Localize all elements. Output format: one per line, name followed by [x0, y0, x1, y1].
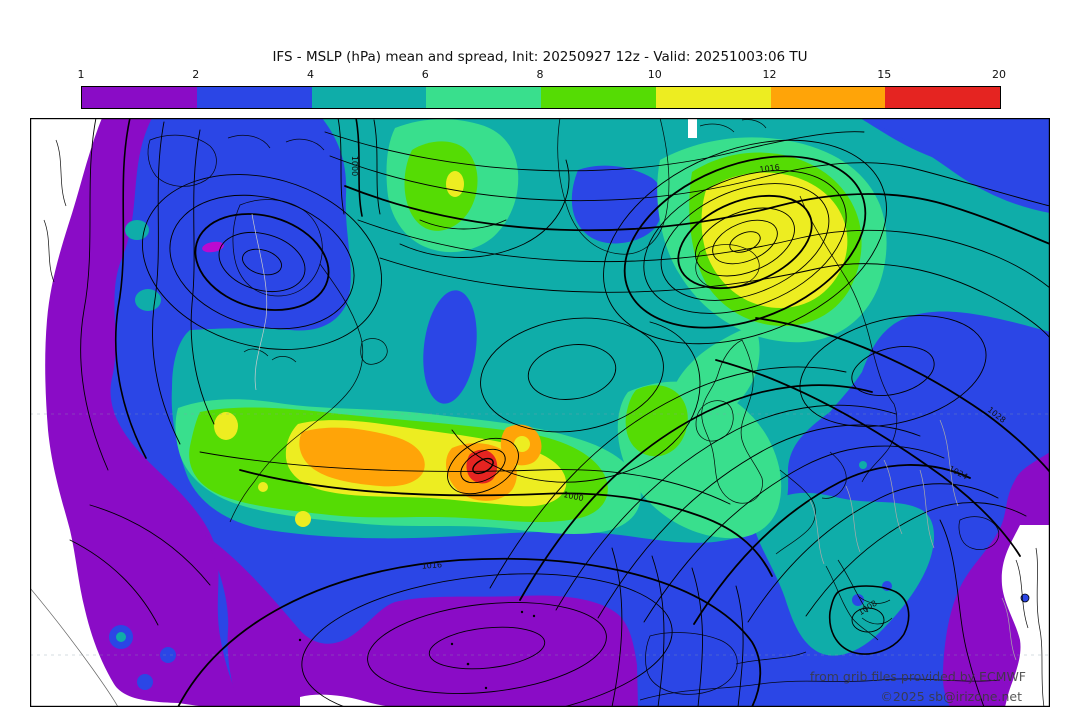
colorbar-ticks: 1 2 4 6 8 10 12 15 20 — [77, 68, 1007, 82]
isobar-value-label: 1000 — [350, 156, 359, 176]
colorbar-tick-label: 8 — [536, 68, 544, 81]
colorbar-segment — [196, 87, 312, 108]
isobar-value-label: 1016 — [759, 163, 780, 175]
colorbar-segment — [541, 87, 656, 108]
colorbar-tick-label: 2 — [192, 68, 200, 81]
colorbar-tick-label: 4 — [307, 68, 314, 81]
colorbar-segment — [426, 87, 541, 108]
colorbar-tick-label: 6 — [421, 68, 429, 81]
isobar-contours — [69, 117, 1051, 718]
colorbar-tick-label: 15 — [877, 68, 892, 81]
below-scale-white-regions — [30, 118, 1050, 707]
isobar-value-label: 1000 — [563, 490, 585, 503]
colorbar-tick-label: 20 — [992, 68, 1006, 81]
colorbar-segment — [82, 87, 197, 108]
colorbar-segment — [770, 87, 886, 108]
colorbar-segment — [311, 87, 427, 108]
colorbar-segment — [885, 87, 1000, 108]
country-borders — [29, 213, 1017, 708]
island-specks — [298, 610, 536, 690]
isobar-value-label: 1016 — [421, 560, 442, 570]
small-spread-features — [109, 220, 867, 690]
map-frame — [30, 117, 1050, 707]
weather-map: 1016 1000 1000 1016 1028 1024 1008 from grib f… — [29, 117, 1051, 718]
colorbar-tick-label: 1 — [77, 68, 85, 81]
credit-line-2: ©2025 sb@irizone.net — [880, 689, 1022, 704]
colorbar-segment — [655, 87, 771, 108]
colorbar — [81, 86, 1001, 109]
colorbar-tick-label: 10 — [647, 68, 662, 81]
colorbar-tick-label: 12 — [762, 68, 777, 81]
blue-overlays — [423, 118, 1050, 606]
spread-15-20-core — [466, 449, 498, 484]
credit-line-1: from grib files provided by ECMWF — [810, 669, 1026, 684]
page-title: IFS - MSLP (hPa) mean and spread, Init: … — [272, 49, 808, 65]
graticule-lines — [30, 413, 1050, 656]
